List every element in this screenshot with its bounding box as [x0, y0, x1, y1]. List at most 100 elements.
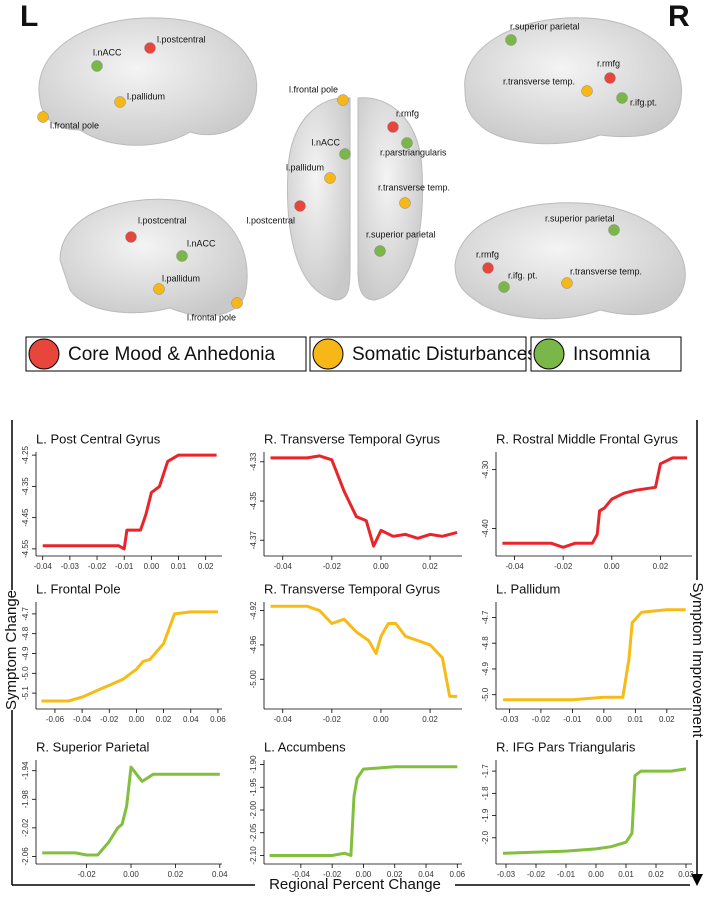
y-tick-label: -4.8: [21, 626, 30, 640]
x-tick-label: 0.00: [144, 562, 160, 571]
y-tick-label: -5.1: [21, 686, 30, 700]
x-tick-label: 0.02: [648, 870, 664, 879]
x-tick-label: 0.03: [678, 870, 694, 879]
x-tick-label: 0.02: [387, 870, 403, 879]
region-label: l.postcentral: [157, 34, 206, 44]
region-marker: [482, 262, 494, 274]
y-tick-label: -5.0: [481, 687, 490, 701]
region-label: l.postcentral: [246, 215, 295, 225]
legend-label: Core Mood & Anhedonia: [68, 344, 275, 365]
x-tick-label: 0.00: [588, 870, 604, 879]
brain-medial-right: [454, 202, 686, 320]
x-tick-label: 0.00: [129, 715, 145, 724]
label-backdrop: [687, 580, 707, 740]
x-tick-label: 0.01: [171, 562, 187, 571]
region-marker: [581, 85, 593, 97]
region-marker: [498, 281, 510, 293]
label-backdrop: [255, 876, 455, 894]
data-line: [270, 454, 458, 548]
region-label: r.parstriangularis: [380, 147, 447, 157]
region-marker: [231, 297, 243, 309]
x-tick-label: -0.01: [115, 562, 134, 571]
y-tick-label: -4.35: [249, 491, 258, 510]
x-tick-label: -0.04: [292, 870, 311, 879]
chart-title: R. Transverse Temporal Gyrus: [264, 581, 441, 596]
x-tick-label: 0.04: [212, 870, 228, 879]
y-tick-label: -1.90: [249, 755, 258, 774]
region-marker: [399, 197, 411, 209]
x-tick-label: 0.02: [659, 715, 675, 724]
region-marker: [114, 96, 126, 108]
x-tick-label: -0.02: [554, 562, 573, 571]
x-tick-label: 0.00: [596, 715, 612, 724]
y-tick-label: -2.00: [249, 800, 258, 819]
data-line: [502, 456, 688, 549]
brain-lateral-right: [464, 17, 682, 145]
legend-swatch: [533, 338, 565, 370]
label-backdrop: [2, 590, 22, 710]
region-label: r.transverse temp.: [570, 266, 642, 276]
x-tick-label: 0.02: [168, 870, 184, 879]
x-tick-label: -0.02: [527, 870, 546, 879]
region-marker: [561, 277, 573, 289]
region-label: r.rmfg: [396, 108, 419, 118]
x-tick-label: -0.04: [274, 562, 293, 571]
x-tick-label: -0.03: [61, 562, 80, 571]
chart-title: L. Accumbens: [264, 739, 346, 754]
x-tick-label: -0.01: [563, 715, 582, 724]
x-tick-label: 0.02: [422, 562, 438, 571]
region-label: r.ifg. pt.: [508, 270, 538, 280]
chart-title: R. Superior Parietal: [36, 739, 150, 754]
x-tick-label: 0.00: [123, 870, 139, 879]
region-marker: [387, 121, 399, 133]
chart-title: L. Post Central Gyrus: [36, 431, 161, 446]
y-tick-label: -2.05: [249, 823, 258, 842]
x-tick-label: 0.01: [618, 870, 634, 879]
y-tick-label: -5.0: [21, 666, 30, 680]
x-tick-label: 0.02: [422, 715, 438, 724]
data-line: [41, 610, 218, 703]
x-tick-label: 0.00: [373, 715, 389, 724]
brain-dorsal-left: [287, 97, 351, 301]
x-tick-label: -0.02: [323, 870, 342, 879]
region-label: l.pallidum: [162, 273, 200, 283]
y-tick-label: -4.7: [21, 606, 30, 620]
x-tick-label: -0.04: [34, 562, 53, 571]
x-tick-label: -0.03: [500, 715, 519, 724]
brain-medial-left: [59, 198, 248, 317]
y-tick-label: -4.40: [481, 519, 490, 538]
y-tick-label: -4.8: [481, 636, 490, 650]
y-tick-label: -1.9: [481, 808, 490, 822]
data-line: [42, 453, 217, 551]
data-line: [42, 765, 220, 857]
region-label: r.superior parietal: [510, 21, 580, 31]
region-marker: [91, 60, 103, 72]
y-tick-label: -1.95: [249, 778, 258, 797]
y-tick-label: -1.8: [481, 786, 490, 800]
region-marker: [616, 92, 628, 104]
chart-title: L. Frontal Pole: [36, 581, 121, 596]
y-tick-label: -2.0: [481, 830, 490, 844]
y-tick-label: -4.45: [21, 508, 30, 527]
region-label: r.superior parietal: [545, 213, 615, 223]
y-tick-label: -4.9: [21, 646, 30, 660]
region-label: l.nACC: [187, 238, 216, 248]
region-label: r.transverse temp.: [503, 76, 575, 86]
x-tick-label: -0.04: [73, 715, 92, 724]
region-label: r.ifg.pt.: [630, 97, 657, 107]
region-label: l.pallidum: [127, 91, 165, 101]
y-tick-label: -4.25: [21, 445, 30, 464]
y-tick-label: -2.10: [249, 846, 258, 865]
hemisphere-label: L: [20, 0, 38, 33]
region-marker: [125, 231, 137, 243]
legend-box: [309, 336, 527, 372]
y-tick-label: -4.9: [481, 662, 490, 676]
legend-swatch: [312, 338, 344, 370]
region-label: l.nACC: [311, 137, 340, 147]
brain-lateral-left: [38, 17, 258, 146]
chart-title: L. Pallidum: [496, 581, 560, 596]
region-marker: [337, 94, 349, 106]
y-tick-label: -5.00: [249, 670, 258, 689]
legend-label: Insomnia: [573, 344, 651, 365]
